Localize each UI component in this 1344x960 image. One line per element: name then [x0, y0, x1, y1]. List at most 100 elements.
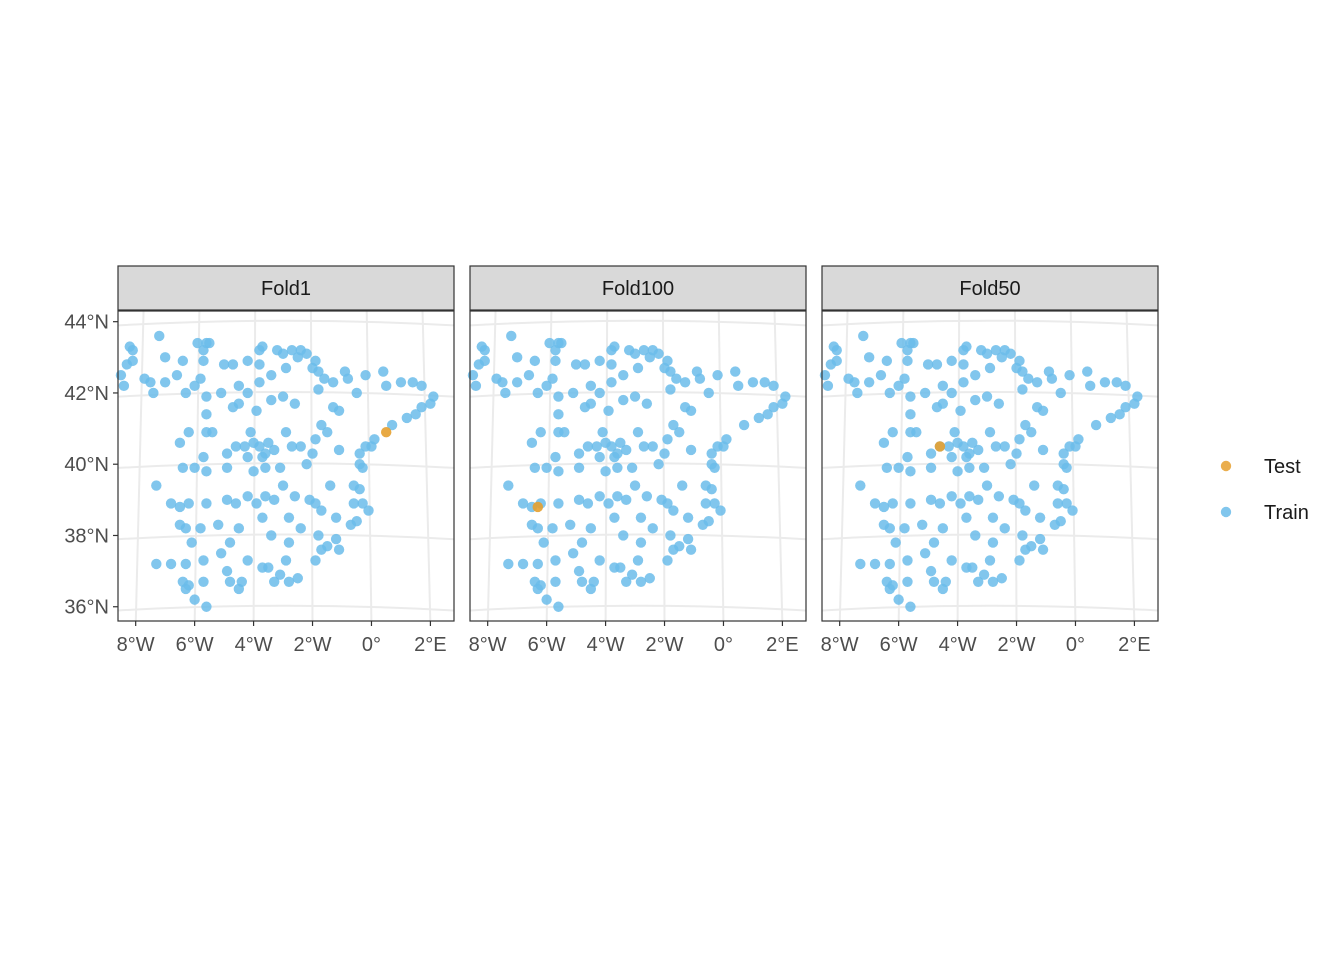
train-point	[1005, 459, 1016, 470]
train-point	[958, 344, 969, 356]
facet-strip	[821, 265, 1159, 311]
train-point	[526, 437, 538, 449]
lat-gridline	[822, 390, 1158, 398]
train-point	[538, 537, 549, 548]
train-point	[855, 558, 866, 570]
train-point	[618, 530, 629, 541]
lat-gridline	[470, 604, 806, 612]
train-point	[902, 451, 913, 463]
lon-gridline	[773, 311, 784, 621]
train-point	[307, 362, 318, 374]
train-point	[961, 512, 972, 523]
train-point	[849, 377, 860, 388]
train-point	[996, 573, 1007, 584]
train-point	[295, 441, 306, 452]
train-point	[762, 409, 773, 420]
train-point	[198, 344, 209, 356]
train-point	[905, 498, 916, 509]
train-point	[653, 459, 664, 470]
train-point	[893, 380, 904, 392]
train-point	[917, 519, 928, 530]
train-point	[981, 391, 993, 402]
train-point	[280, 362, 292, 374]
train-point	[567, 387, 579, 399]
train-point	[573, 494, 585, 506]
train-point	[221, 448, 233, 459]
train-point	[940, 576, 951, 588]
legend: Test Train	[1220, 456, 1309, 524]
train-point	[819, 369, 831, 381]
lat-gridline	[470, 390, 806, 398]
train-point	[629, 480, 641, 491]
train-point	[1085, 380, 1096, 392]
train-point	[905, 409, 916, 420]
train-point	[606, 377, 617, 388]
train-point	[671, 373, 682, 384]
train-point	[922, 359, 934, 370]
train-point	[213, 519, 224, 530]
train-point	[902, 344, 913, 356]
train-point	[553, 426, 564, 438]
lon-gridline	[956, 311, 961, 621]
train-point	[638, 344, 650, 356]
train-point	[503, 480, 514, 491]
train-point	[553, 409, 564, 420]
train-point	[709, 462, 720, 473]
train-point	[706, 448, 717, 459]
train-point	[330, 533, 342, 545]
train-point	[553, 498, 564, 509]
train-point	[198, 576, 209, 588]
train-point	[629, 391, 641, 402]
train-point	[189, 462, 200, 473]
x-tick-label: 2°E	[1118, 634, 1150, 656]
train-point	[327, 377, 339, 388]
train-point	[641, 398, 653, 409]
train-point	[224, 576, 236, 588]
train-point	[470, 380, 482, 392]
train-point	[467, 369, 479, 381]
gridlines	[470, 311, 806, 621]
train-point	[893, 462, 904, 473]
train-point	[1020, 505, 1031, 516]
x-tick-label: 0°	[714, 634, 733, 656]
train-point	[1120, 380, 1131, 392]
train-point	[497, 377, 508, 388]
x-tick-label: 4°W	[939, 634, 977, 656]
train-point	[970, 394, 981, 406]
x-axis: 8°W 6°W 4°W 2°W 0° 2°E	[821, 621, 1151, 656]
train-point	[884, 558, 895, 570]
x-tick-label: 2°E	[766, 634, 798, 656]
train-point	[653, 348, 664, 359]
train-point	[967, 562, 978, 573]
train-point	[659, 362, 670, 374]
train-point	[251, 405, 262, 416]
train-point	[967, 437, 978, 449]
train-point	[260, 491, 271, 502]
train-point	[573, 565, 585, 577]
train-point	[351, 387, 362, 399]
train-point	[964, 462, 975, 473]
lat-gridline	[822, 533, 1158, 541]
train-point	[573, 462, 585, 473]
train-point	[594, 451, 605, 463]
train-point	[242, 491, 253, 502]
train-point	[550, 555, 561, 566]
train-point	[990, 441, 1002, 452]
train-point	[1026, 540, 1037, 552]
train-point	[511, 352, 523, 363]
train-point	[221, 565, 233, 577]
x-axis: 8°W 6°W 4°W 2°W 0° 2°E	[469, 621, 799, 656]
train-point	[999, 441, 1010, 452]
train-point	[535, 580, 546, 591]
train-point	[621, 494, 632, 506]
lat-gridline	[118, 533, 454, 541]
y-tick-label: 38°N	[64, 525, 109, 547]
train-point	[239, 441, 250, 452]
train-point	[360, 369, 371, 381]
train-point	[896, 337, 907, 349]
train-point	[553, 391, 564, 402]
train-point	[198, 451, 209, 463]
train-points	[115, 330, 439, 612]
train-point	[753, 412, 765, 424]
train-point	[919, 387, 931, 399]
